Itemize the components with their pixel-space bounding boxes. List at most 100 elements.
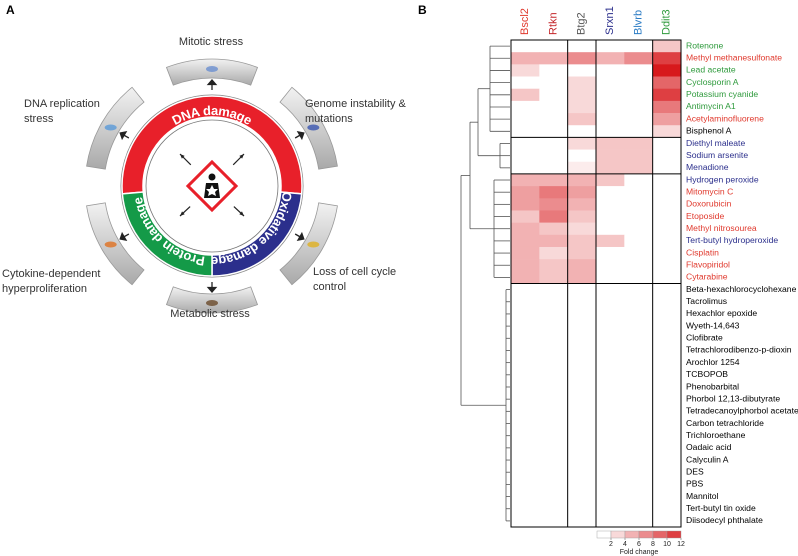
cell	[511, 453, 540, 467]
cell	[539, 429, 568, 443]
panel-label: A	[6, 3, 15, 17]
cell	[652, 307, 682, 321]
center-arrow-head	[239, 154, 244, 159]
column-label: Srxn1	[604, 6, 616, 35]
center-arrow-head	[180, 154, 185, 159]
cell	[567, 234, 597, 248]
cell	[511, 441, 540, 455]
cell	[539, 320, 568, 333]
row-label: Cisplatin	[686, 247, 719, 257]
colorbar-tick-label: 4	[623, 541, 627, 548]
cell	[567, 429, 597, 443]
cell	[652, 441, 682, 455]
colorbar-tick-label: 6	[637, 541, 641, 548]
colorbar-tick-label: 10	[663, 541, 671, 548]
row-label: Diisodecyl phthalate	[686, 515, 763, 525]
cell	[511, 161, 540, 175]
cell	[567, 149, 597, 163]
cell	[624, 356, 653, 370]
cell	[624, 161, 653, 175]
cell	[596, 478, 625, 491]
cell	[596, 453, 625, 467]
cell	[624, 113, 653, 126]
cell	[539, 453, 568, 467]
cell	[567, 246, 597, 260]
cell	[567, 344, 597, 357]
row-label: Antimycin A1	[686, 101, 736, 111]
row-label: Hexachlor epoxide	[686, 308, 757, 318]
cell	[539, 502, 568, 516]
cell	[652, 222, 682, 236]
cell	[596, 186, 625, 199]
cell	[567, 502, 597, 516]
cell	[511, 125, 540, 138]
cell	[596, 393, 625, 406]
stress-label: Mitotic stress	[179, 36, 244, 48]
cell	[596, 76, 625, 89]
cell	[539, 514, 568, 528]
cell	[539, 271, 568, 284]
cell	[652, 417, 682, 430]
stress-icon	[104, 124, 117, 131]
row-label: Carbon tetrachloride	[686, 418, 764, 428]
cell	[567, 259, 597, 272]
cell	[624, 137, 653, 150]
row-label: Bisphenol A	[686, 126, 732, 136]
cell	[652, 356, 682, 370]
cell	[511, 186, 540, 199]
cell	[624, 295, 653, 309]
cell	[511, 490, 540, 503]
stress-icon	[307, 124, 320, 131]
cell	[511, 478, 540, 491]
cell	[652, 137, 682, 150]
cell	[511, 271, 540, 284]
ring-segment	[121, 191, 213, 277]
colorbar-segment	[624, 530, 640, 539]
stress-icon	[206, 300, 218, 306]
cell	[596, 88, 625, 102]
stress-label: control	[313, 281, 346, 293]
cell	[511, 283, 540, 296]
cell	[567, 210, 597, 223]
row-label: Diethyl maleate	[686, 138, 745, 148]
cell	[539, 246, 568, 260]
cell	[539, 307, 568, 321]
cell	[539, 405, 568, 418]
cell	[652, 405, 682, 418]
cell	[624, 149, 653, 163]
cell	[624, 320, 653, 333]
cell	[652, 514, 682, 528]
row-label: Wyeth-14,643	[686, 320, 740, 330]
ring-outline	[120, 94, 304, 278]
cell	[539, 64, 568, 77]
cell	[567, 320, 597, 333]
cell	[539, 137, 568, 150]
row-label: Tert-butyl tin oxide	[686, 503, 756, 513]
arrow-head	[206, 79, 218, 86]
cell	[652, 393, 682, 406]
column-label: Btg2	[576, 12, 588, 35]
column-label: Blvrb	[632, 10, 644, 35]
cell	[539, 417, 568, 430]
row-label: Tert-butyl hydroperoxide	[686, 235, 778, 245]
row-label: Tacrolimus	[686, 296, 727, 306]
cell	[596, 210, 625, 223]
cell	[539, 259, 568, 272]
cell	[624, 441, 653, 455]
cell	[567, 405, 597, 418]
cell	[652, 198, 682, 211]
cell	[511, 173, 540, 187]
cell	[511, 113, 540, 126]
row-label: Potassium cyanide	[686, 89, 758, 99]
cell	[511, 502, 540, 516]
cell	[511, 88, 540, 102]
cell	[511, 198, 540, 211]
cell	[511, 137, 540, 150]
cell	[652, 161, 682, 175]
stress-label: Metabolic stress	[170, 308, 250, 320]
cell	[624, 271, 653, 284]
cell	[624, 88, 653, 102]
cell	[511, 259, 540, 272]
cell	[596, 320, 625, 333]
